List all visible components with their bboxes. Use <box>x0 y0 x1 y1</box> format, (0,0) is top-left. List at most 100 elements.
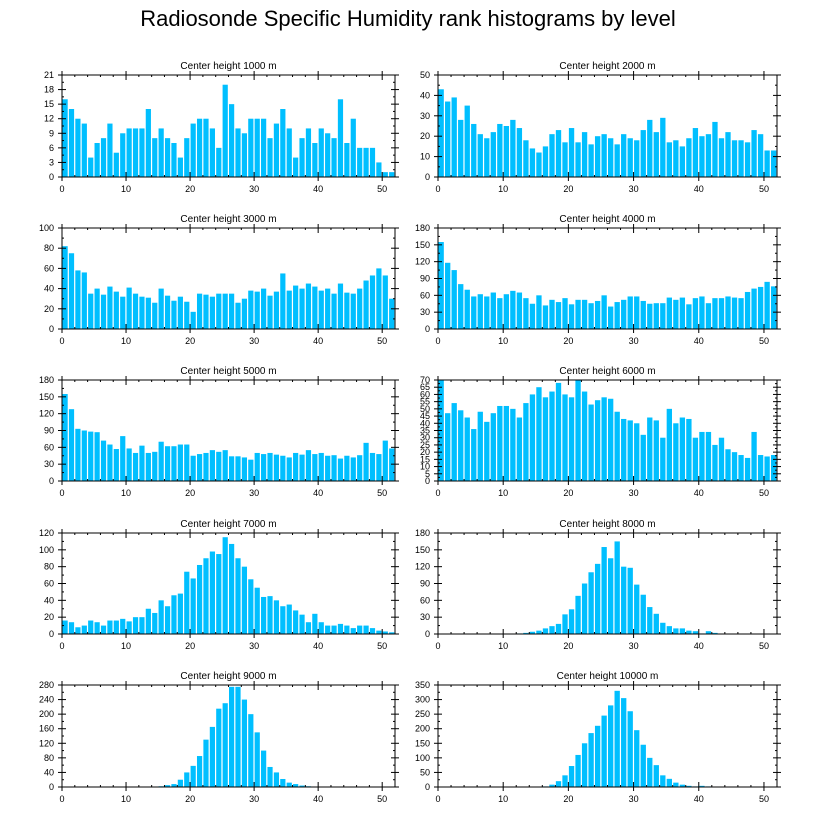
bar <box>273 772 280 787</box>
x-tick-label: 30 <box>249 488 259 498</box>
bar <box>673 140 679 177</box>
bar <box>588 404 594 481</box>
bar <box>318 622 324 634</box>
bar <box>369 147 376 177</box>
bar <box>503 126 510 177</box>
bar <box>305 128 312 177</box>
figure-title: Radiosonde Specific Humidity rank histog… <box>140 6 676 31</box>
bar <box>673 782 679 787</box>
y-tick-label: 0 <box>49 629 54 639</box>
bar <box>614 302 620 329</box>
bar <box>647 417 653 481</box>
bar <box>331 455 337 481</box>
bar <box>139 128 145 177</box>
bar <box>679 417 686 481</box>
bar <box>222 703 228 787</box>
bar <box>158 128 164 177</box>
y-tick-label: 0 <box>49 476 54 486</box>
x-tick-label: 30 <box>629 794 639 804</box>
bar <box>653 303 659 329</box>
bar <box>477 294 483 329</box>
bar <box>503 294 510 329</box>
bar <box>510 290 516 329</box>
bar <box>369 275 376 329</box>
panel-5: Center height 5000 m 0 30 60 90 120 150 180 0 10 2… <box>39 366 399 498</box>
bar <box>699 296 705 329</box>
bar <box>549 134 555 177</box>
panel-7: Center height 7000 m 0 20 40 60 80 100 120 0 10 20… <box>39 519 399 651</box>
y-tick-label: 65 <box>420 382 430 392</box>
bar <box>152 138 158 177</box>
bar <box>653 420 659 481</box>
bar <box>100 138 107 177</box>
x-tick-label: 30 <box>629 184 639 194</box>
bar <box>536 387 542 481</box>
y-tick-label: 80 <box>44 562 54 572</box>
y-tick-label: 12 <box>44 114 54 124</box>
bar <box>337 458 344 481</box>
x-tick-label: 50 <box>759 184 769 194</box>
panel-title: Center height 6000 m <box>559 366 655 377</box>
bar <box>712 444 718 481</box>
bar <box>751 130 757 177</box>
bar <box>325 288 331 329</box>
bar <box>209 551 215 634</box>
bar <box>376 162 382 177</box>
bar <box>126 448 132 481</box>
bar <box>601 547 607 634</box>
bar <box>673 299 679 329</box>
bar <box>273 454 280 481</box>
bar <box>718 298 725 329</box>
y-tick-label: 80 <box>44 243 54 253</box>
panel-title: Center height 4000 m <box>559 214 655 225</box>
bar <box>627 567 633 634</box>
bar <box>305 450 312 481</box>
bar <box>171 143 177 177</box>
x-tick-label: 10 <box>498 336 508 346</box>
bar <box>575 595 581 634</box>
bar <box>62 99 68 177</box>
bar <box>158 441 164 481</box>
y-tick-label: 120 <box>415 562 430 572</box>
bar <box>299 138 305 177</box>
bar <box>120 618 126 634</box>
bar <box>350 457 356 481</box>
bar <box>171 784 177 787</box>
y-tick-label: 20 <box>420 447 430 457</box>
bar <box>594 136 601 177</box>
bar <box>529 394 536 481</box>
bar <box>68 109 75 177</box>
bar <box>751 431 757 481</box>
bar <box>88 620 94 634</box>
bar <box>299 454 305 481</box>
bar <box>666 142 672 177</box>
bar <box>562 394 568 481</box>
bar <box>280 606 286 634</box>
bar <box>712 632 718 634</box>
bar <box>132 617 139 634</box>
bar <box>389 448 395 481</box>
bar <box>280 109 286 177</box>
x-tick-label: 50 <box>377 336 387 346</box>
x-tick-label: 50 <box>377 794 387 804</box>
bar <box>542 146 549 177</box>
bar <box>344 292 350 329</box>
bar <box>640 594 646 634</box>
y-tick-label: 100 <box>39 223 54 233</box>
bar <box>588 733 594 787</box>
bar <box>770 150 777 177</box>
y-tick-label: 30 <box>420 612 430 622</box>
x-tick-label: 10 <box>498 794 508 804</box>
bar <box>299 614 305 634</box>
panel-10: Center height 10000 m0501001502002503003… <box>415 671 781 804</box>
bar <box>542 305 549 329</box>
x-tick-label: 0 <box>435 794 440 804</box>
bar <box>94 432 100 481</box>
bar <box>267 596 273 634</box>
x-tick-label: 0 <box>59 488 64 498</box>
bar <box>666 626 672 634</box>
bar <box>738 140 744 177</box>
bar <box>280 455 286 481</box>
bar <box>68 253 75 329</box>
y-tick-label: 9 <box>49 128 54 138</box>
